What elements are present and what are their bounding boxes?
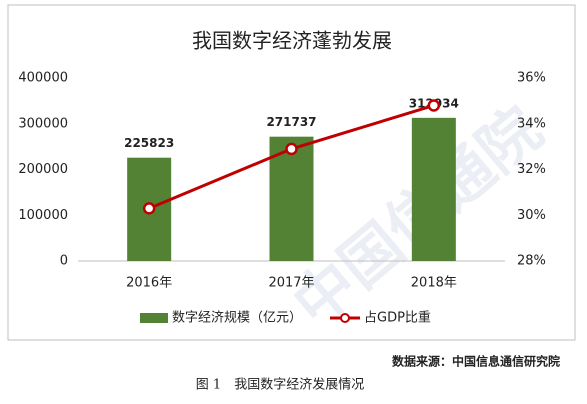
y2-tick-label: 28% (517, 254, 546, 269)
y2-tick-label: 32% (517, 162, 546, 177)
line-marker (142, 202, 156, 215)
y2-tick-label: 30% (517, 208, 546, 223)
y-tick-label: 0 (60, 254, 68, 269)
legend-label: 占GDP比重 (364, 310, 431, 326)
y-tick-label: 200000 (18, 162, 68, 177)
chart-title: 我国数字经济蓬勃发展 (192, 29, 392, 53)
line-marker (285, 142, 298, 156)
source-note: 数据来源：中国信息通信研究院 (392, 354, 560, 369)
bar (269, 136, 314, 261)
figure-caption: 图 1 我国数字经济发展情况 (196, 377, 364, 393)
y-tick-label: 100000 (18, 208, 68, 223)
data-label: 271737 (266, 115, 316, 129)
line-marker (427, 99, 441, 112)
legend-marker (340, 313, 350, 323)
y-tick-label: 300000 (18, 116, 68, 131)
x-tick-label: 2017年 (268, 276, 314, 291)
x-tick-label: 2018年 (411, 276, 457, 291)
legend-label: 数字经济规模（亿元） (172, 311, 302, 326)
y-tick-label: 400000 (18, 71, 68, 86)
x-tick-label: 2016年 (126, 276, 172, 291)
y2-tick-label: 36% (517, 71, 546, 86)
data-label: 225823 (124, 136, 174, 150)
bar (411, 117, 456, 261)
y2-tick-label: 34% (517, 116, 546, 131)
legend-swatch (140, 313, 168, 323)
